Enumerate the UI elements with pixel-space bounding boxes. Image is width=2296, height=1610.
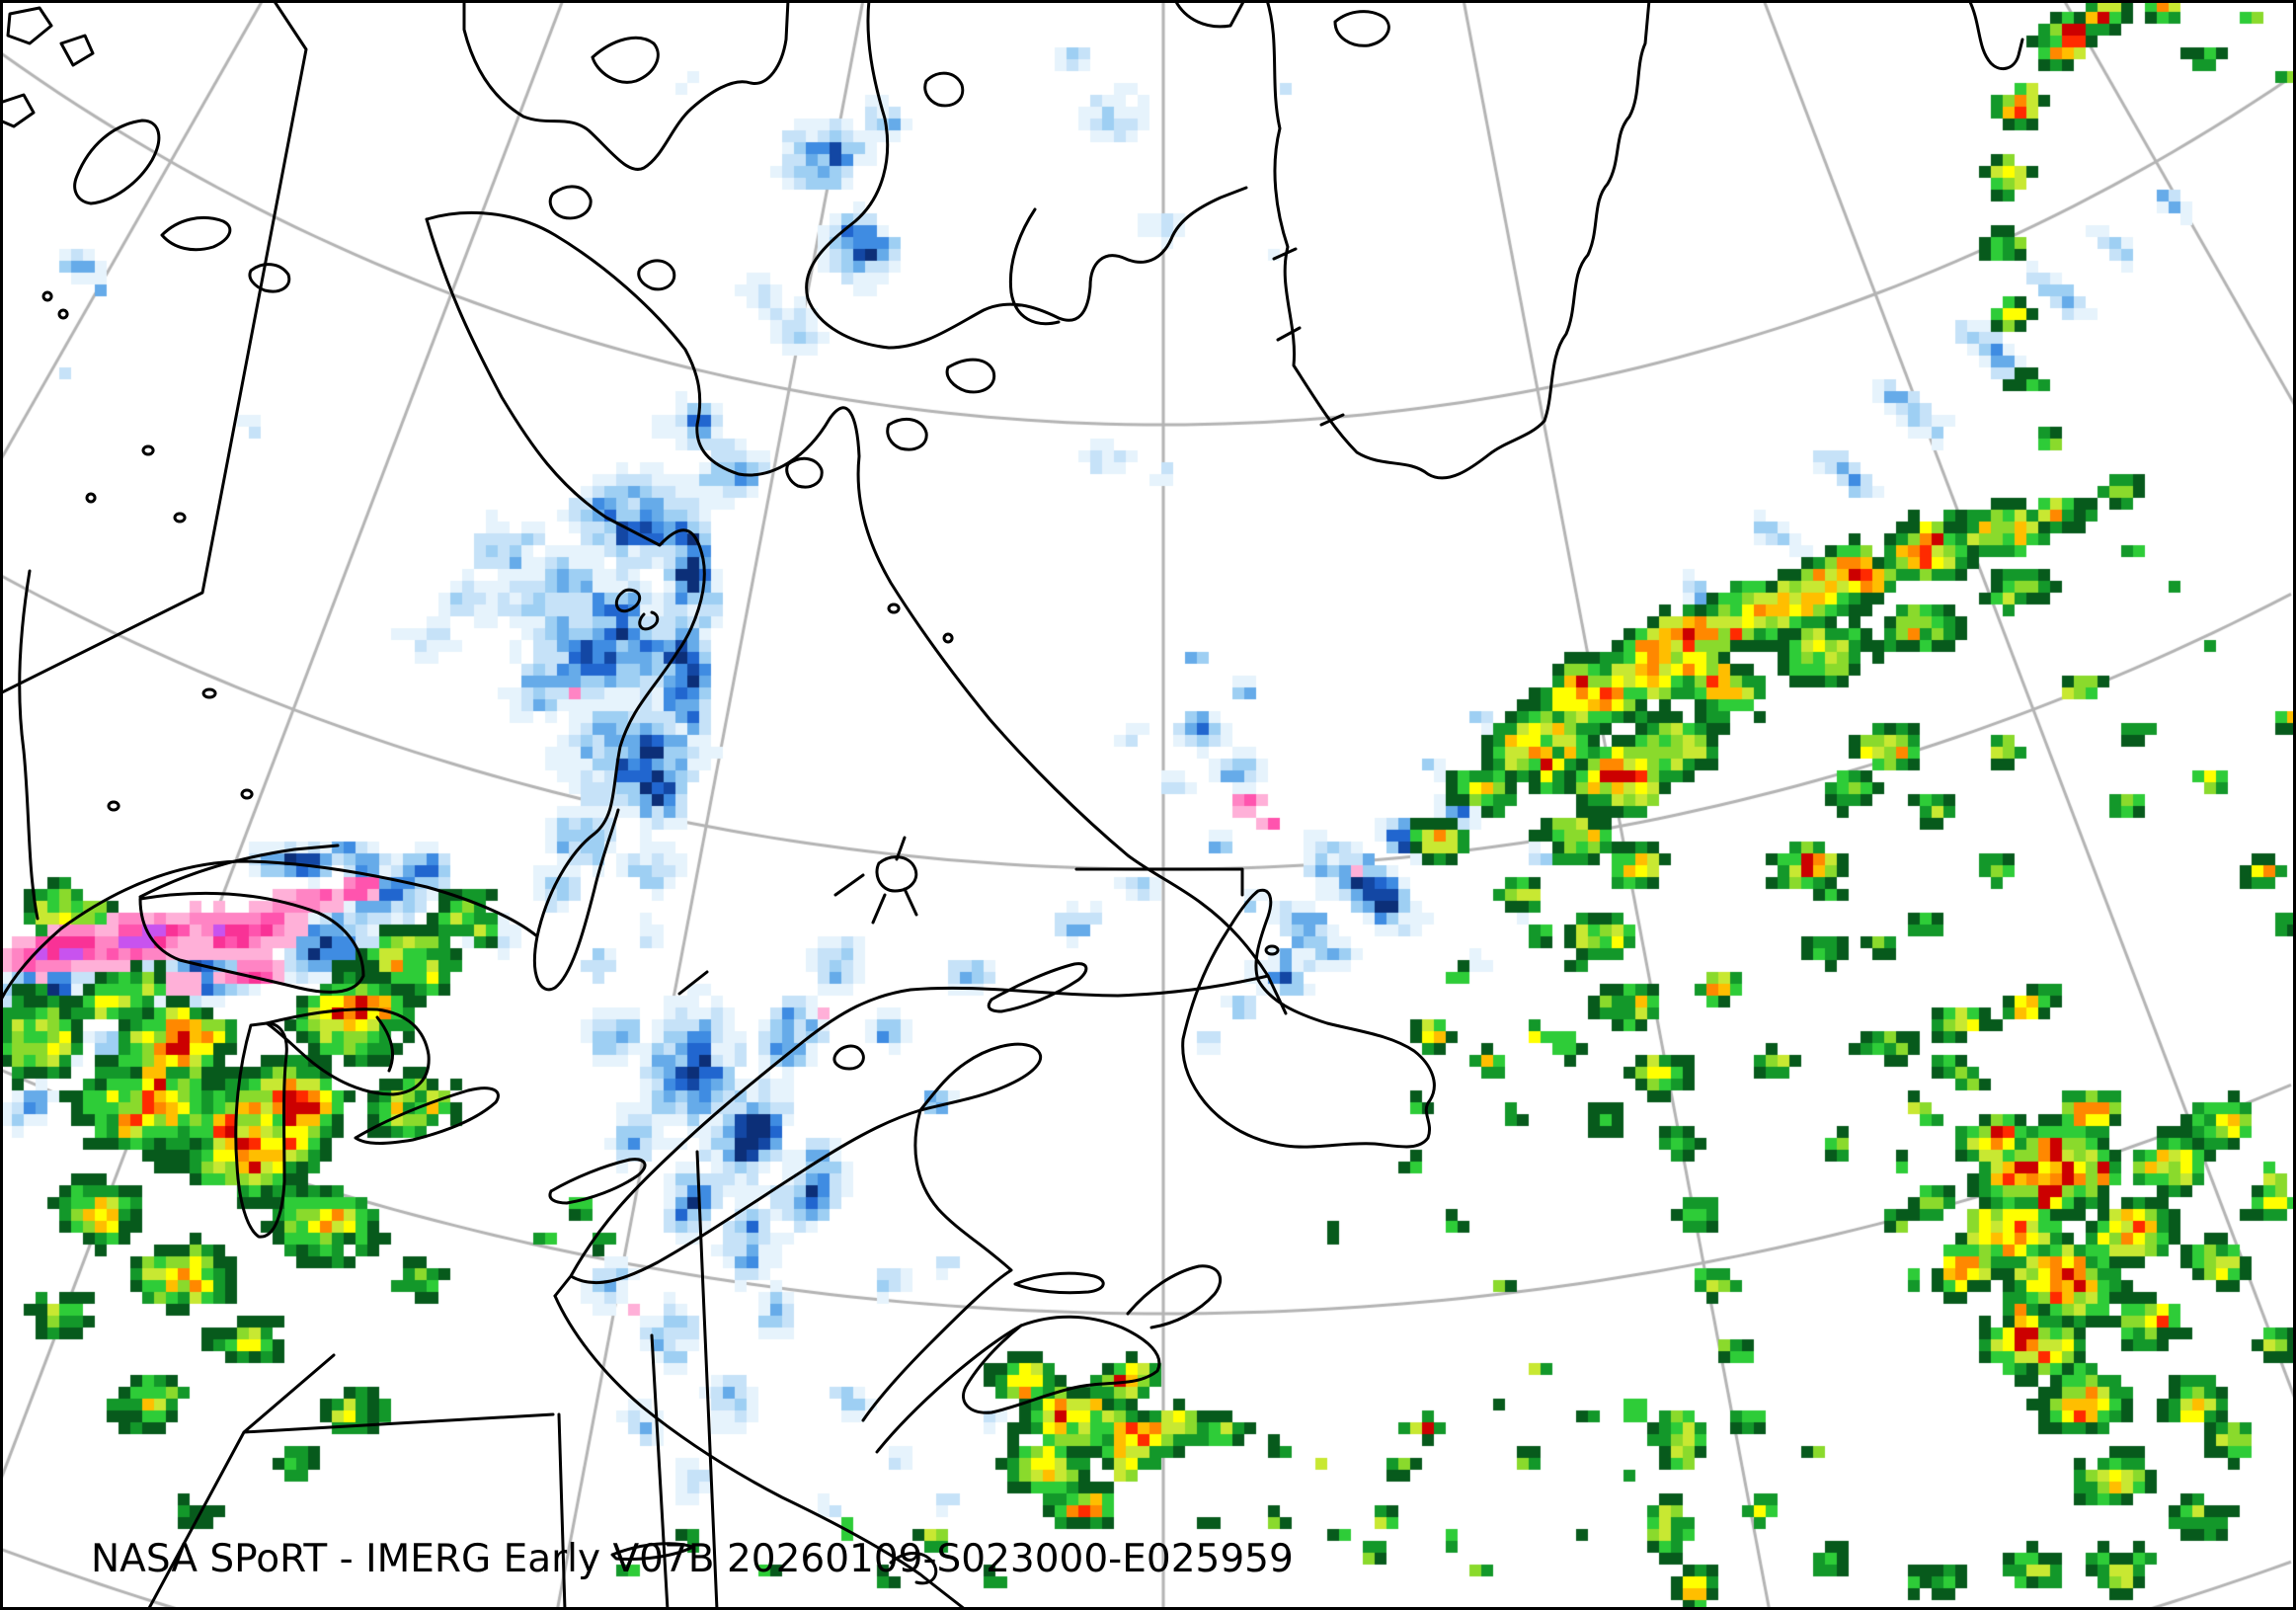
coast-gulf-st-lawrence-gaspe [553, 974, 1270, 1298]
coast-hudson-james-bay [0, 217, 706, 1004]
lake-erie [354, 1087, 500, 1145]
lake-superior [138, 844, 365, 994]
coast-greenland [1173, 0, 1651, 480]
map-caption: NASA SPoRT - IMERG Early V07B 20260109-S… [91, 1537, 1294, 1581]
lake-ontario [548, 1158, 647, 1205]
coast-maritimes-maine [553, 1108, 1023, 1610]
coast-baffin-foxe-basin [462, 0, 1248, 489]
lake-huron-georgian-bay [265, 1007, 431, 1096]
coast-anticosti-island [987, 962, 1088, 1013]
coastlines [0, 0, 2024, 1610]
coast-long-island-cape-cod [610, 1542, 938, 1585]
islands-top-left [0, 6, 291, 293]
political-boundaries [0, 0, 1244, 1610]
coast-newfoundland [1181, 888, 1436, 1149]
coast-fragment-top-right [1967, 0, 2024, 71]
coast-ungava-labrador [425, 210, 1288, 1015]
coast-nova-scotia-pei [962, 1264, 1222, 1414]
interior-lakes [614, 588, 918, 1071]
lake-michigan [234, 1021, 288, 1239]
small-islands [41, 290, 1280, 956]
